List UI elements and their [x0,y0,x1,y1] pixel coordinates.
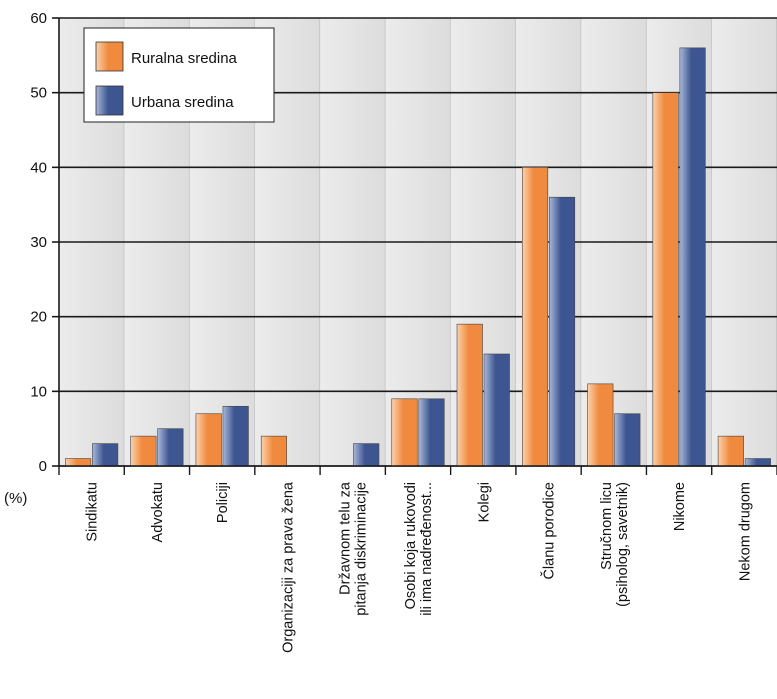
y-tick-label: 50 [30,85,47,102]
category-label-line: Osobi koja rukovodi [403,482,419,609]
bar-rural [260,435,288,467]
category-label-line: pitanja diskriminacije [354,482,370,616]
bar-urban [548,196,576,467]
legend: Ruralna sredina Urbana sredina [83,27,275,123]
y-tick-label: 0 [39,458,47,475]
bar-rural [130,435,157,467]
category-label-line: Nekom drugom [737,482,753,581]
category-label-line: Kolegi [476,482,492,522]
legend-label-urban: Urbana sredina [131,94,234,111]
bar-urban [483,353,510,467]
category-label: Nekom drugom [737,482,753,581]
bar-rural [195,413,222,467]
category-label-line: Državnom telu za [338,481,354,595]
y-tick-label: 30 [30,234,47,251]
category-label: Kolegi [476,482,492,522]
category-label-line: Članu porodice [541,482,558,580]
category-label-line: (psiholog, savetnik) [615,482,631,607]
category-label-line: Organizaciji za prava žena [280,481,296,653]
bar-urban [614,413,641,467]
bar-rural [65,458,92,467]
category-label: Advokatu [150,482,166,542]
category-label: Organizaciji za prava žena [280,481,296,653]
axes [52,17,777,475]
bar-urban [92,443,119,467]
category-labels: Sindikatu Advokatu Policiji Organizaciji za… [85,481,754,653]
category-label-line: Sindikatu [85,482,101,542]
y-tick-label: 10 [30,383,47,400]
category-label: Nikome [672,482,688,531]
category-label-line: Nikome [672,482,688,531]
category-label-line: Advokatu [150,482,166,542]
y-tick-label: 20 [30,309,47,326]
category-label-line: Stručnom licu [599,482,615,570]
bar-urban [157,428,184,467]
bar-urban [418,398,445,467]
category-label: Stručnom licu(psiholog, savetnik) [599,482,631,607]
bar-rural [456,323,483,467]
legend-swatch-urban [95,85,124,116]
bar-rural [587,383,614,467]
category-label: Policiji [215,482,231,523]
category-label: Članu porodice [541,482,558,580]
bar-urban [353,443,380,467]
y-tick-label: 40 [30,159,47,176]
y-tick-label: 60 [30,10,47,27]
bar-rural [521,167,549,467]
bar-urban [744,458,771,467]
legend-label-rural: Ruralna sredina [131,50,238,67]
legend-swatch-rural [95,41,124,72]
category-label-line: Policiji [215,482,231,523]
y-tick-labels: 0 10 20 30 40 50 60 [30,10,47,475]
category-label-line: ili ima nadređenost... [419,482,435,616]
bar-rural [652,92,679,467]
bar-urban [679,47,706,467]
category-label: Osobi koja rukovodiili ima nadređenost..… [403,482,435,616]
bar-urban [222,405,249,467]
category-label: Sindikatu [85,482,101,542]
bars [65,47,771,467]
bar-rural [717,435,744,467]
category-label: Državnom telu zapitanja diskriminacije [338,481,370,616]
bar-rural [391,398,418,467]
y-unit-label: (%) [4,490,27,507]
